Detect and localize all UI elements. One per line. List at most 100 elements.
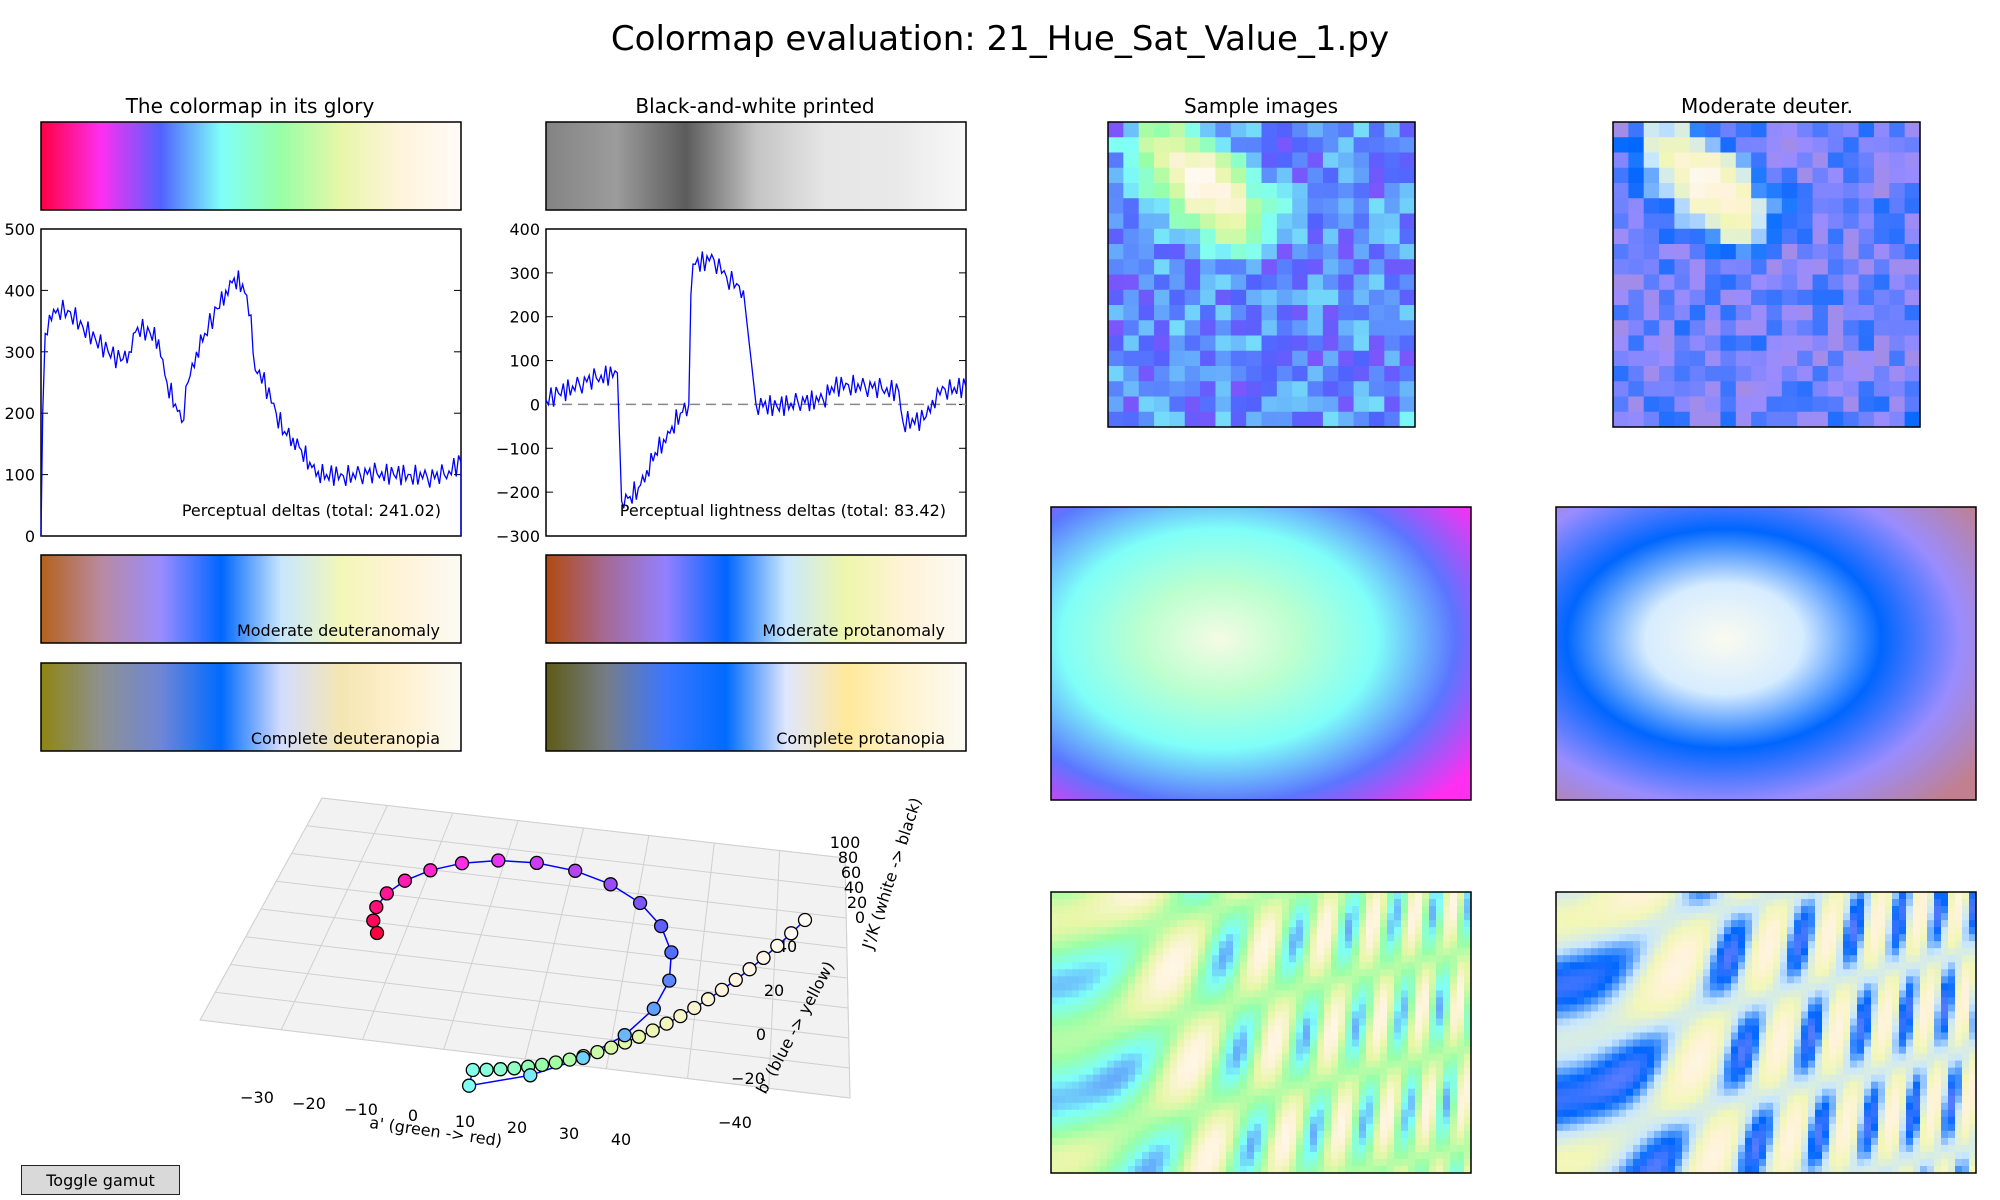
wave-cell (1563, 962, 1571, 970)
wave-cell (1373, 976, 1381, 984)
wave-cell (1773, 906, 1781, 914)
wave-cell (1261, 1067, 1269, 1076)
wave-cell (1296, 913, 1304, 921)
wave-cell (1121, 955, 1129, 963)
wave-cell (1177, 990, 1185, 998)
wave-cell (1268, 899, 1276, 907)
wave-cell (1927, 955, 1935, 963)
wave-cell (1268, 1081, 1276, 1090)
wave-cell (1107, 983, 1115, 991)
wave-cell (1366, 1144, 1374, 1153)
wave-cell (1310, 997, 1318, 1005)
wave-cell (1296, 1018, 1304, 1027)
wave-cell (1633, 941, 1641, 949)
wave-cell (1577, 1018, 1585, 1027)
wave-cell (1689, 1025, 1697, 1034)
wave-cell (1563, 1053, 1571, 1062)
wave-cell (1969, 955, 1977, 963)
wave-cell (1787, 1025, 1795, 1034)
wave-cell (1633, 969, 1641, 977)
wave-cell (1464, 955, 1472, 963)
wave-cell (1563, 1067, 1571, 1076)
wave-cell (1422, 1081, 1430, 1090)
wave-cell (1815, 892, 1823, 900)
wave-cell (1422, 1088, 1430, 1097)
wave-cell (1850, 1011, 1858, 1020)
wave-cell (1436, 1130, 1444, 1139)
wave-cell (1906, 1032, 1914, 1041)
pixel-cell (1338, 137, 1355, 154)
wave-cell (1927, 892, 1935, 900)
pixel-cell (1169, 350, 1186, 367)
wave-cell (1107, 1088, 1115, 1097)
wave-cell (1920, 1018, 1928, 1027)
wave-cell (1668, 1067, 1676, 1076)
wave-cell (1878, 941, 1886, 949)
wave-cell (1899, 913, 1907, 921)
wave-cell (1205, 1116, 1213, 1125)
wave-cell (1163, 1053, 1171, 1062)
wave-cell (1703, 892, 1711, 900)
pixel-cell (1843, 320, 1860, 337)
wave-cell (1738, 1004, 1746, 1013)
wave-cell (1135, 1067, 1143, 1076)
wave-cell (1787, 1060, 1795, 1069)
pixel-cell (1858, 366, 1875, 382)
wave-cell (1822, 983, 1830, 991)
pixel-cell (1138, 289, 1155, 306)
pixel-cell (1797, 259, 1814, 276)
wave-cell (1570, 920, 1578, 928)
wave-cell (1366, 1130, 1374, 1139)
wave-cell (1696, 906, 1704, 914)
pixel-cell (1827, 213, 1844, 230)
wave-cell (1233, 1137, 1241, 1146)
pixel-cell (1628, 152, 1645, 169)
wave-cell (1773, 962, 1781, 970)
wave-cell (1920, 1074, 1928, 1083)
wave-cell (1710, 983, 1718, 991)
wave-cell (1745, 941, 1753, 949)
wave-cell (1717, 1011, 1725, 1020)
wave-cell (1345, 955, 1353, 963)
wave-cell (1885, 1025, 1893, 1034)
ytick-label: 0 (25, 527, 35, 546)
wave-cell (1640, 976, 1648, 984)
pixel-cell (1123, 228, 1140, 245)
wave-cell (1556, 1039, 1564, 1048)
wave-cell (1892, 969, 1900, 977)
wave-cell (1086, 990, 1094, 998)
wave-cell (1408, 1130, 1416, 1139)
wave-cell (1100, 1074, 1108, 1083)
wave-cell (1065, 962, 1073, 970)
wave-cell (1724, 920, 1732, 928)
wave-cell (1710, 1088, 1718, 1097)
pixel-cell (1781, 198, 1798, 215)
wave-cell (1254, 1039, 1262, 1048)
wave-cell (1570, 1039, 1578, 1048)
ytick-label: 500 (4, 220, 35, 239)
ytick-label: 0 (530, 395, 540, 414)
wave-cell (1661, 983, 1669, 991)
wave-cell (1401, 934, 1409, 942)
pixel-cell (1751, 183, 1768, 199)
wave-cell (1156, 1046, 1164, 1055)
wave-cell (1563, 913, 1571, 921)
wave-cell (1254, 1067, 1262, 1076)
pixel-cell (1705, 381, 1722, 398)
wave-cell (1577, 1046, 1585, 1055)
wave-cell (1675, 1074, 1683, 1083)
wave-cell (1815, 920, 1823, 928)
wave-cell (1703, 1039, 1711, 1048)
wave-cell (1808, 927, 1816, 935)
pixel-cell (1246, 167, 1263, 184)
wave-cell (1219, 955, 1227, 963)
wave-cell (1934, 1032, 1942, 1041)
wave-cell (1619, 983, 1627, 991)
wave-cell (1556, 1004, 1564, 1013)
pixel-cell (1184, 366, 1201, 382)
wave-cell (1913, 1004, 1921, 1013)
wave-cell (1955, 997, 1963, 1005)
wave-cell (1394, 1144, 1402, 1153)
pixel-cell (1873, 167, 1890, 184)
wave-cell (1163, 1018, 1171, 1027)
